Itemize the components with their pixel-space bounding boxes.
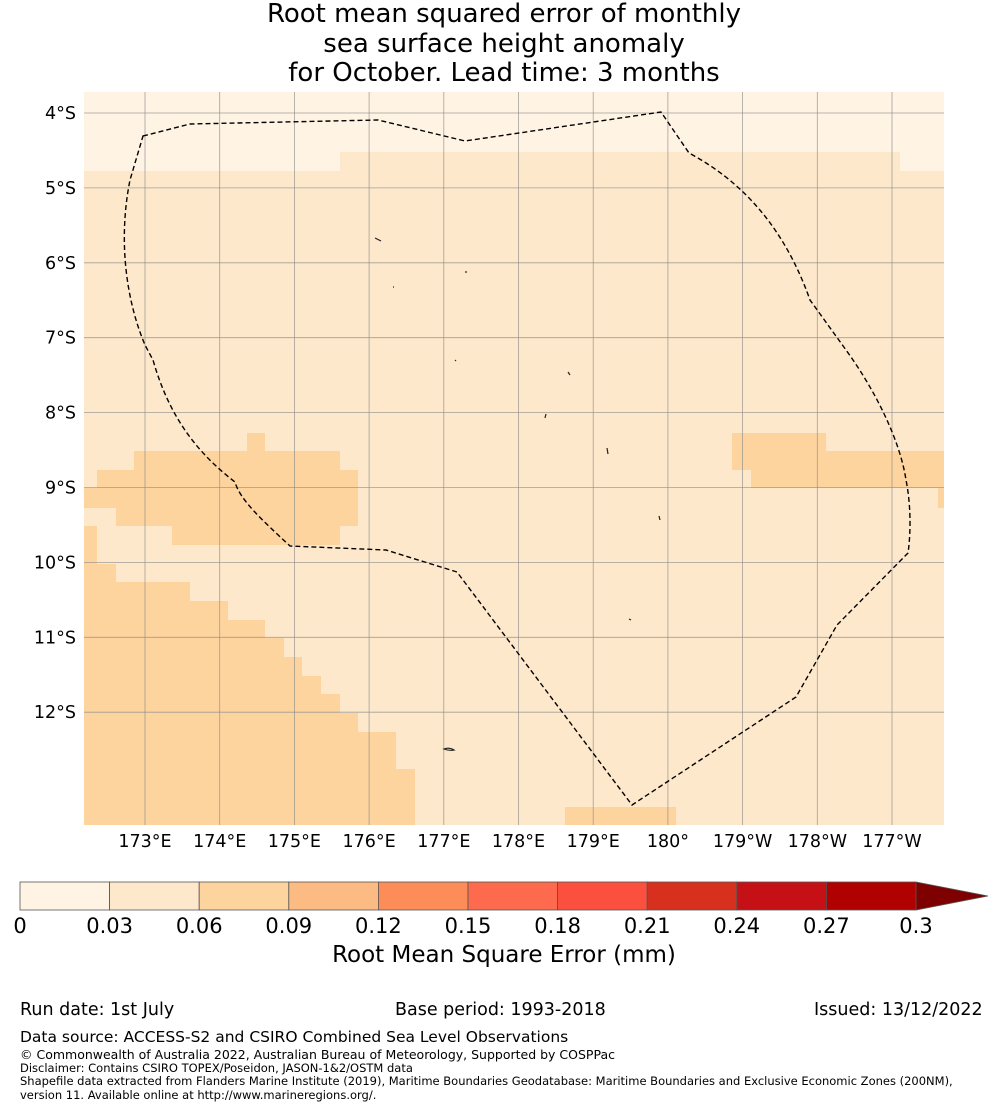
island-4 [454,359,457,362]
lat-tick-label: 7°S [45,329,76,349]
lat-tick-label: 8°S [45,404,76,424]
title-line-3: for October. Lead time: 3 months [288,58,720,88]
colorbar-tick-labels: 0 0.03 0.06 0.09 0.12 0.15 0.18 0.21 0.24 0.27 0.3 [13,914,932,938]
title-line-2: sea surface height anomaly [323,28,685,59]
title-line-1: Root mean squared error of monthly [266,0,742,29]
colorbar-segment [109,881,200,911]
lat-tick-label: 11°S [34,628,76,648]
colorbar-tick-label: 0.3 [899,914,932,938]
colorbar-tick-label: 0.03 [86,914,133,938]
colorbar-segment [826,881,917,911]
lon-tick-label: 179°E [567,832,620,852]
colorbar-tick-label: 0.21 [624,914,671,938]
latitude-labels: 4°S 5°S 6°S 7°S 8°S 9°S 10°S 11°S 12°S [34,104,76,723]
island-1 [374,237,382,242]
island-6 [544,413,547,419]
colorbar-tick-label: 0.18 [534,914,581,938]
shapefile-credit-line-1: Shapefile data extracted from Flanders M… [20,1074,953,1088]
islands [374,237,661,751]
field-mid-patch-east [732,433,944,508]
rmse-field [84,92,944,825]
colorbar [19,881,989,911]
lon-tick-label: 179°W [713,832,772,852]
lon-tick-label: 175°E [268,832,321,852]
longitude-labels: 173°E 174°E 175°E 176°E 177°E 178°E 179°E 180° 1… [118,832,921,852]
island-5 [567,371,571,376]
island-9 [628,618,632,621]
issued-date: Issued: 13/12/2022 [814,1000,983,1020]
lat-tick-label: 9°S [45,479,76,499]
lon-tick-label: 173°E [118,832,171,852]
lat-tick-label: 5°S [45,179,76,199]
field-mid-patch-southwest [84,526,415,825]
data-source: Data source: ACCESS-S2 and CSIRO Combine… [20,1028,569,1046]
base-period: Base period: 1993-2018 [395,1000,606,1020]
disclaimer: Disclaimer: Contains CSIRO TOPEX/Poseido… [20,1061,413,1075]
eez-boundary [123,111,911,806]
colorbar-label: Root Mean Square Error (mm) [332,942,676,968]
map-title: Root mean squared error of monthly sea s… [0,0,1008,89]
lat-tick-label: 6°S [45,254,76,274]
lon-tick-label: 177°E [417,832,470,852]
lat-tick-label: 4°S [45,104,76,124]
island-7 [606,447,609,455]
field-mid-patch-south [565,807,676,825]
field-mid-patch-west [84,433,358,545]
lat-tick-label: 10°S [34,553,76,573]
colorbar-extend-arrow [915,881,989,911]
colorbar-segment [19,881,110,911]
shapefile-credit-line-2: version 11. Available online at http://w… [20,1088,377,1102]
colorbar-segment [467,881,558,911]
colorbar-tick-label: 0.12 [355,914,402,938]
island-8 [658,515,661,521]
colorbar-tick-label: 0.24 [713,914,760,938]
colorbar-tick-label: 0.15 [445,914,492,938]
lon-tick-label: 177°W [862,832,921,852]
field-lowest-band [84,92,944,171]
copyright: © Commonwealth of Australia 2022, Austra… [20,1047,615,1062]
colorbar-segment [646,881,738,911]
lon-tick-label: 174°E [193,832,246,852]
lat-tick-label: 12°S [34,703,76,723]
colorbar-segment [288,881,379,911]
colorbar-tick-label: 0.27 [803,914,850,938]
colorbar-tick-label: 0 [13,914,26,938]
graticule [84,92,944,825]
colorbar-tick-label: 0.06 [176,914,223,938]
island-10 [442,747,456,751]
colorbar-segment [198,881,290,911]
colorbar-segment [736,881,827,911]
colorbar-segment [557,881,648,911]
run-date: Run date: 1st July [20,1000,175,1020]
lon-tick-label: 180° [647,832,689,852]
colorbar-tick-label: 0.09 [265,914,312,938]
lon-tick-label: 178°E [492,832,545,852]
lon-tick-label: 178°W [788,832,847,852]
colorbar-segment [377,881,469,911]
lon-tick-label: 176°E [342,832,395,852]
